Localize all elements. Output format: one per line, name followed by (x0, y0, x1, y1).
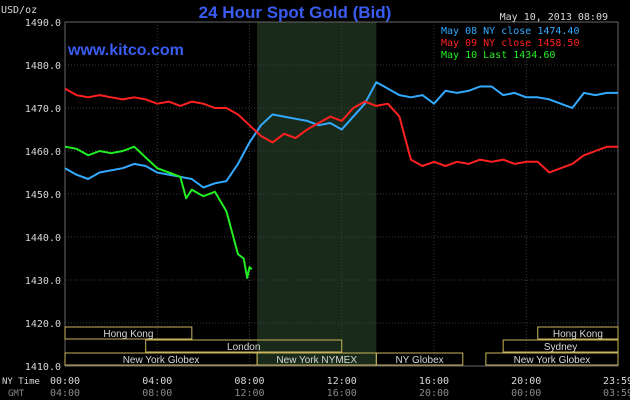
x-tick-label: 20:00 (511, 376, 541, 387)
x-tick-label: 23:59 (603, 376, 630, 387)
x-tick-label: 12:00 (327, 376, 357, 387)
legend-may10: May 10 Last 1434.60 (441, 50, 555, 61)
series-lines (64, 81, 618, 279)
gmt-tick-label: 03:59 (603, 388, 630, 399)
x-tick-label: 04:00 (142, 376, 172, 387)
gmt-tick-label: 16:00 (327, 388, 357, 399)
y-tick-label: 1420.0 (25, 319, 61, 330)
x-tick-label: 00:00 (50, 376, 80, 387)
y-tick-label: 1430.0 (25, 276, 61, 287)
legend-may09: May 09 NY close 1458.50 (441, 38, 579, 49)
session-label: New York Globex (514, 355, 591, 366)
y-axis-unit: USD/oz (1, 5, 37, 16)
session-label: New York Globex (123, 355, 200, 366)
session-box (485, 352, 619, 366)
series-line-may-10 (64, 145, 253, 279)
axis-ticks: 1490.0 1480.0 1470.0 1460.0 1450.0 1440.0 1430… (25, 18, 630, 399)
session-box (375, 352, 464, 366)
gmt-tick-label: 12:00 (234, 388, 264, 399)
x-tick-label: 08:00 (234, 376, 264, 387)
y-tick-label: 1450.0 (25, 190, 61, 201)
gmt-tick-label: 00:00 (511, 388, 541, 399)
y-tick-label: 1410.0 (25, 362, 61, 373)
ny-time-label: NY Time (2, 377, 40, 387)
session-box (145, 339, 343, 353)
grid-lines (64, 21, 619, 367)
y-tick-label: 1480.0 (25, 61, 61, 72)
nymex-session-shade (257, 22, 377, 366)
watermark-site: www.kitco.com (67, 42, 184, 59)
gmt-tick-label: 08:00 (142, 388, 172, 399)
legend: May 08 NY close 1474.40 May 09 NY close … (441, 26, 579, 61)
chart-title: 24 Hour Spot Gold (Bid) (199, 3, 392, 22)
y-tick-label: 1460.0 (25, 147, 61, 158)
session-box (502, 339, 619, 353)
gmt-tick-label: 20:00 (419, 388, 449, 399)
session-label: New York NYMEX (276, 355, 357, 366)
session-label: London (227, 342, 260, 353)
session-box (537, 326, 619, 340)
legend-may08: May 08 NY close 1474.40 (441, 26, 579, 37)
session-box (64, 326, 193, 340)
y-tick-label: 1470.0 (25, 104, 61, 115)
y-tick-label: 1490.0 (25, 18, 61, 29)
series-line-may-09 (64, 87, 618, 174)
plot-frame (64, 21, 619, 367)
market-session-bar: Hong Kong Hong Kong London Sydney New York G… (64, 326, 619, 366)
y-tick-label: 1440.0 (25, 233, 61, 244)
session-label: Sydney (544, 342, 577, 353)
x-tick-label: 16:00 (419, 376, 449, 387)
session-label: NY Globex (395, 355, 443, 366)
series-line-may-08 (64, 81, 618, 189)
session-label: Hong Kong (103, 329, 153, 340)
session-label: Hong Kong (553, 329, 603, 340)
chart-date: May 10, 2013 08:09 (500, 12, 608, 23)
gmt-tick-label: 04:00 (50, 388, 80, 399)
gmt-label: GMT (8, 389, 25, 399)
